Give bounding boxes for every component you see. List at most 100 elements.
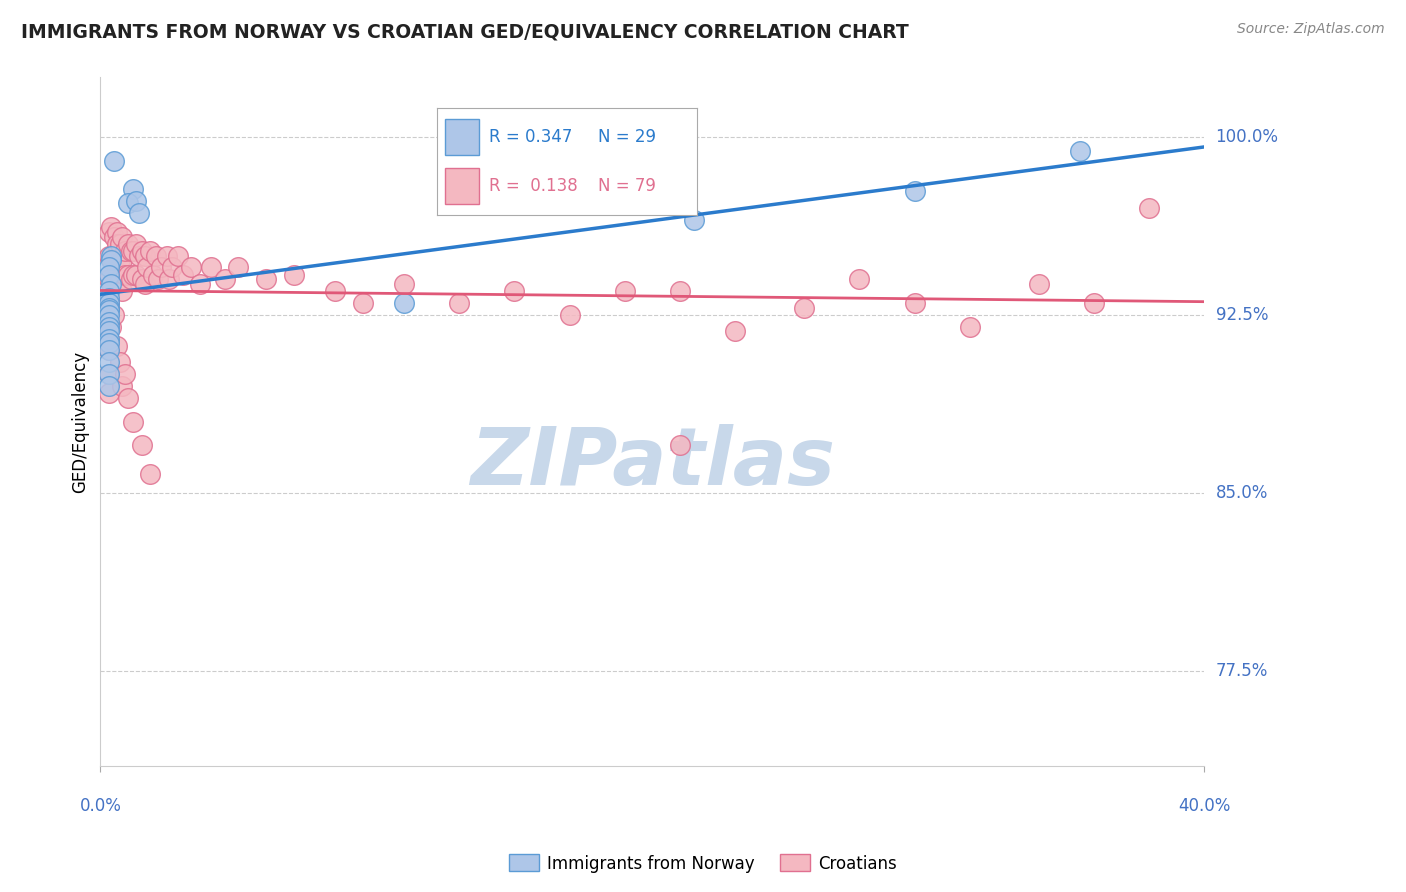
Point xyxy=(848,272,870,286)
Point xyxy=(166,248,188,262)
Point xyxy=(103,253,125,268)
Point xyxy=(1069,144,1091,158)
Point xyxy=(108,236,131,251)
Point xyxy=(172,268,194,282)
Point xyxy=(136,260,159,275)
Point xyxy=(97,272,120,286)
Point xyxy=(114,368,136,382)
Point xyxy=(97,368,120,382)
Point xyxy=(117,236,139,251)
Point xyxy=(323,284,346,298)
Point xyxy=(254,272,277,286)
Point xyxy=(97,284,120,298)
Point xyxy=(97,248,120,262)
Point xyxy=(97,319,120,334)
Point xyxy=(97,355,120,369)
Text: 77.5%: 77.5% xyxy=(1216,662,1268,680)
Point xyxy=(157,272,180,286)
Point xyxy=(97,260,120,275)
Text: Source: ZipAtlas.com: Source: ZipAtlas.com xyxy=(1237,22,1385,37)
Point xyxy=(188,277,211,291)
Point xyxy=(97,296,120,310)
Point xyxy=(100,277,122,291)
Point xyxy=(117,391,139,405)
Point xyxy=(97,368,120,382)
Point xyxy=(139,467,162,481)
Text: IMMIGRANTS FROM NORWAY VS CROATIAN GED/EQUIVALENCY CORRELATION CHART: IMMIGRANTS FROM NORWAY VS CROATIAN GED/E… xyxy=(21,22,908,41)
Point xyxy=(122,182,145,196)
Point xyxy=(228,260,250,275)
Point xyxy=(200,260,222,275)
Point xyxy=(117,268,139,282)
Point xyxy=(108,272,131,286)
Point xyxy=(111,379,134,393)
Point xyxy=(392,296,415,310)
Point xyxy=(155,248,177,262)
Point xyxy=(108,355,131,369)
Point xyxy=(131,438,153,452)
Point xyxy=(392,277,415,291)
Point xyxy=(122,244,145,258)
Point xyxy=(131,244,153,258)
Point xyxy=(97,332,120,346)
Point xyxy=(134,277,156,291)
Point xyxy=(148,272,170,286)
Point xyxy=(100,220,122,235)
Point xyxy=(120,244,142,258)
Text: 92.5%: 92.5% xyxy=(1216,306,1268,324)
Point xyxy=(97,303,120,318)
Point xyxy=(558,308,581,322)
Point xyxy=(150,260,173,275)
Point xyxy=(103,229,125,244)
Point xyxy=(669,284,692,298)
Point xyxy=(114,244,136,258)
Point xyxy=(97,379,120,393)
Point xyxy=(128,248,150,262)
Point xyxy=(352,296,374,310)
Point xyxy=(100,319,122,334)
Point xyxy=(97,301,120,315)
Point xyxy=(97,325,120,339)
Text: 85.0%: 85.0% xyxy=(1216,484,1268,502)
Point xyxy=(105,339,128,353)
Point xyxy=(903,296,925,310)
Point xyxy=(97,296,120,310)
Point xyxy=(97,268,120,282)
Text: ZIPatlas: ZIPatlas xyxy=(470,424,835,502)
Point xyxy=(97,225,120,239)
Point xyxy=(669,438,692,452)
Point xyxy=(97,308,120,322)
Point xyxy=(613,284,636,298)
Point xyxy=(103,308,125,322)
Y-axis label: GED/Equivalency: GED/Equivalency xyxy=(72,351,89,492)
Point xyxy=(103,153,125,168)
Point xyxy=(1083,296,1105,310)
Point xyxy=(111,229,134,244)
Point xyxy=(724,325,747,339)
Point xyxy=(145,248,167,262)
Point xyxy=(122,415,145,429)
Point xyxy=(449,296,471,310)
Point xyxy=(117,196,139,211)
Point xyxy=(100,248,122,262)
Point xyxy=(131,272,153,286)
Point xyxy=(214,272,236,286)
Point xyxy=(120,272,142,286)
Point xyxy=(111,253,134,268)
Point xyxy=(180,260,202,275)
Point xyxy=(105,225,128,239)
Text: 0.0%: 0.0% xyxy=(79,797,121,814)
Point xyxy=(108,253,131,268)
Point xyxy=(128,206,150,220)
Point xyxy=(160,260,183,275)
Text: 100.0%: 100.0% xyxy=(1216,128,1278,145)
Point xyxy=(97,319,120,334)
Text: 40.0%: 40.0% xyxy=(1178,797,1230,814)
Point xyxy=(97,343,120,358)
Legend: Immigrants from Norway, Croatians: Immigrants from Norway, Croatians xyxy=(502,847,904,880)
Point xyxy=(903,185,925,199)
Point xyxy=(134,248,156,262)
Point xyxy=(1028,277,1050,291)
Point xyxy=(97,336,120,351)
Point xyxy=(1137,201,1160,215)
